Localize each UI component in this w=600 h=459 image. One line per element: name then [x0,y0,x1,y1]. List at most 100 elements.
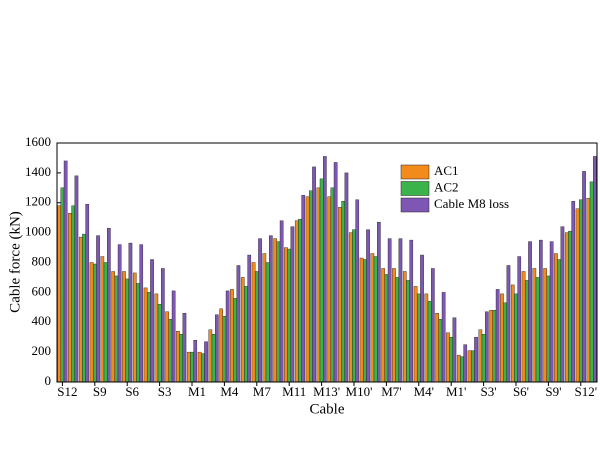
bar [139,244,144,383]
bar [549,241,554,383]
bar [420,254,424,383]
bar [125,278,130,383]
y-tick-label: 600 [32,283,52,298]
bar [474,336,478,383]
bar [431,268,435,383]
y-tick-label: 1600 [25,134,51,149]
bar [161,268,165,383]
bar [478,329,483,383]
bar [359,257,364,383]
legend-label: AC1 [434,163,459,178]
bar [60,187,65,383]
bar [467,350,472,383]
x-tick-label: M4' [414,384,434,399]
plot-frame [56,142,598,383]
bar [554,253,558,383]
x-tick-label: S12 [57,384,77,399]
bar [78,236,83,383]
bar [435,313,439,383]
bar [132,272,137,383]
bar [85,204,90,383]
bar [236,265,241,383]
bar [446,332,450,383]
y-tick-label: 200 [32,343,52,358]
bar [157,304,162,383]
bar [258,238,262,383]
bar [341,201,346,383]
bar [57,205,61,383]
bar [568,230,572,383]
legend-swatch [400,164,430,180]
y-tick-label: 800 [32,253,52,268]
bar [74,175,79,383]
bar [200,353,205,383]
bar [165,311,169,383]
bar [546,275,551,383]
bar [262,253,267,383]
bar [416,293,421,383]
bar [528,241,532,383]
bar [463,344,468,383]
y-axis-label: Cable force (kN) [7,211,23,313]
bar [470,350,475,383]
bar [366,229,370,383]
x-tick-label: M7 [253,384,272,399]
bar [578,199,583,383]
bar [377,221,381,383]
bar [381,268,385,383]
bar [539,239,543,383]
bar [535,277,540,383]
bar [384,274,389,383]
bar [395,277,400,383]
bar [176,331,180,383]
bar [100,256,105,383]
bar [208,329,213,383]
bar [215,314,219,383]
x-tick-label: S9' [545,384,561,399]
x-tick-label: S3' [481,384,497,399]
bar [327,196,331,383]
y-tick-label: 1400 [25,164,51,179]
bar [247,254,252,383]
bar [219,308,223,383]
bar [222,316,227,383]
bar [103,262,108,383]
bar [586,198,591,383]
x-tick-label: S12' [575,384,598,399]
bar [150,259,154,383]
bar [398,238,403,383]
bar [492,310,497,383]
bar [506,265,511,383]
x-tick-label: S6' [513,384,529,399]
bar [362,259,367,383]
x-tick-label: M1 [188,384,206,399]
bar [265,262,270,383]
bar [233,298,238,383]
bar [514,293,518,383]
bar [355,199,360,383]
bar [438,319,443,383]
bar [593,156,597,383]
bar [571,201,576,383]
x-tick-label: M13' [313,384,340,399]
bar [82,233,86,383]
bar [114,275,119,383]
x-axis-label: Cable [310,401,345,417]
y-tick-label: 0 [45,373,52,388]
bar [305,196,310,383]
x-tick-label: S3 [158,384,172,399]
x-tick-label: S6 [125,384,139,399]
bar [449,336,454,383]
bar [489,310,493,383]
legend-swatch [400,181,430,196]
bar [117,244,122,383]
y-tick-label: 1200 [25,194,51,209]
bar [63,160,68,383]
bar [560,226,565,383]
legend-label: Cable M8 loss [434,196,509,211]
bar [197,351,202,383]
bar [136,283,140,383]
bar [68,213,72,383]
bar [524,280,529,383]
bar [179,334,184,383]
